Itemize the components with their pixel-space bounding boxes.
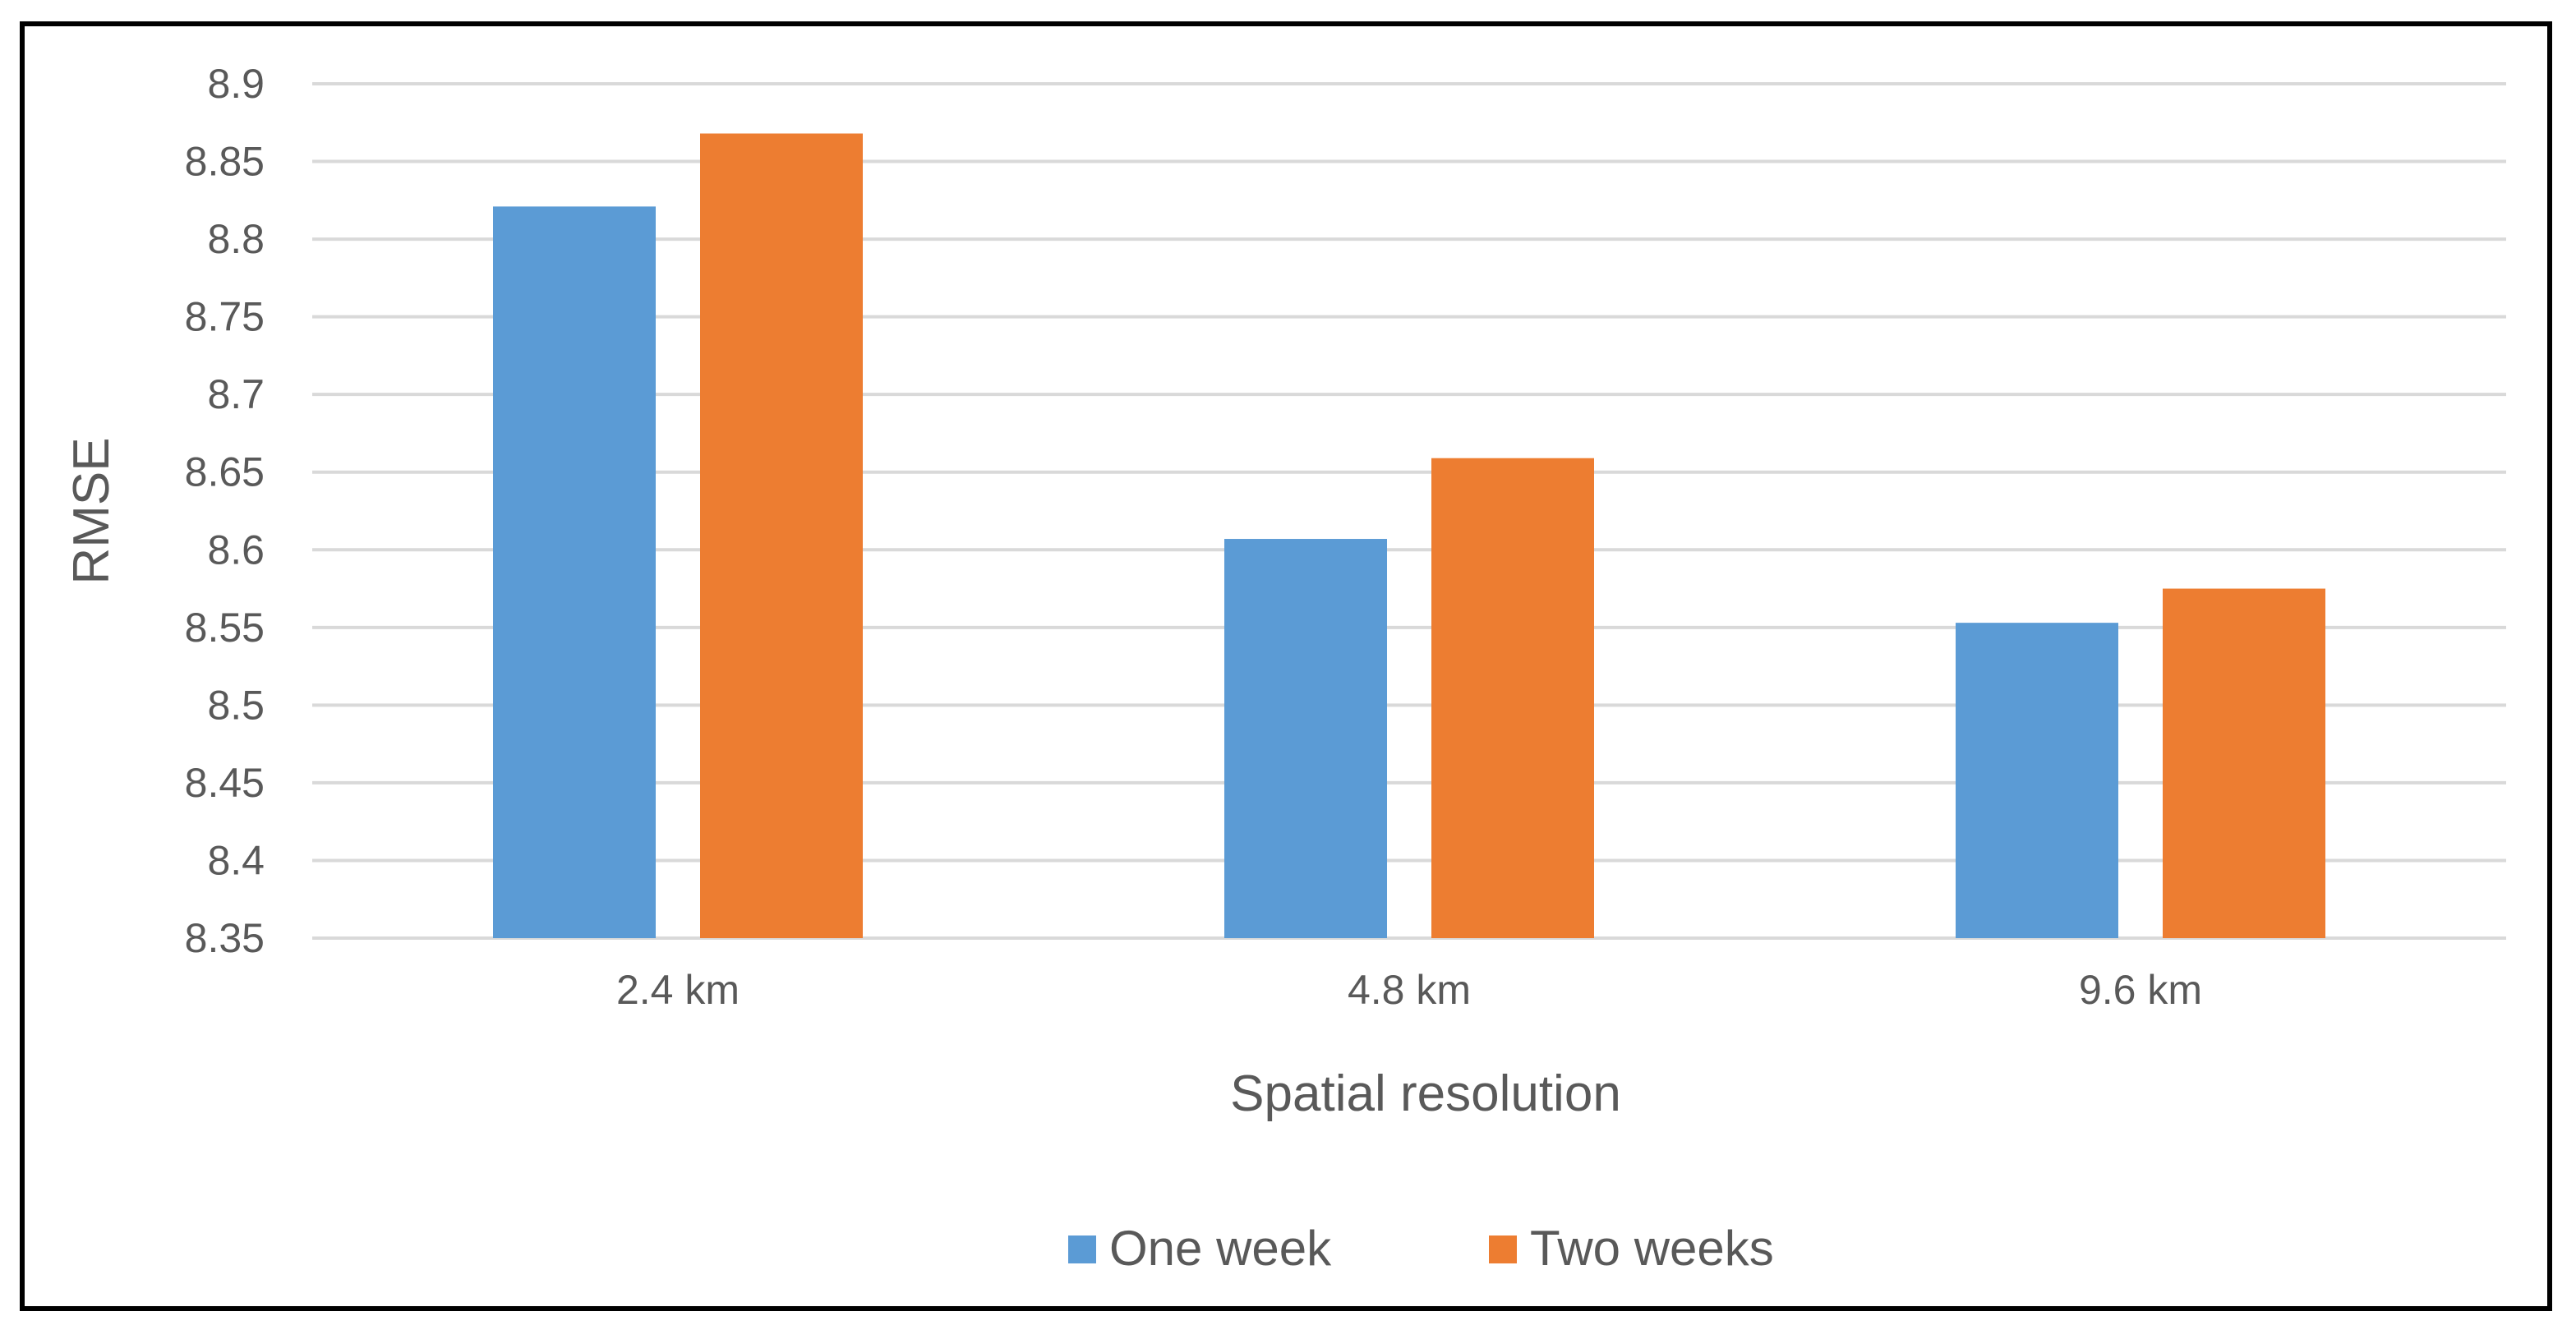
x-tick-label: 2.4 km [616, 967, 740, 1013]
legend-label: One week [1109, 1221, 1332, 1276]
legend-swatch [1068, 1235, 1096, 1263]
y-tick-label: 8.65 [185, 449, 265, 495]
y-tick-label: 8.85 [185, 139, 265, 185]
legend-label: Two weeks [1530, 1221, 1774, 1276]
chart-frame: 8.35 8.4 8.45 8.5 8.55 8.6 8.65 8.7 8.75 8.8 8.85 8… [20, 21, 2552, 1311]
x-tick-label: 4.8 km [1348, 967, 1471, 1013]
bar-two-weeks [2163, 589, 2325, 938]
y-tick-label: 8.8 [207, 216, 265, 262]
y-tick-label: 8.9 [207, 61, 265, 107]
y-tick-label: 8.55 [185, 605, 265, 651]
y-tick-label: 8.35 [185, 915, 265, 961]
x-axis-ticks: 2.4 km 4.8 km 9.6 km [616, 967, 2202, 1013]
bar-one-week [493, 206, 656, 938]
y-tick-label: 8.75 [185, 294, 265, 340]
bar-one-week [1956, 623, 2118, 938]
legend: One week Two weeks [1068, 1221, 1774, 1276]
y-tick-label: 8.4 [207, 837, 265, 883]
legend-swatch [1489, 1235, 1517, 1263]
bar-two-weeks [1431, 458, 1594, 938]
bars [493, 134, 2325, 938]
bar-chart: 8.35 8.4 8.45 8.5 8.55 8.6 8.65 8.7 8.75 8.8 8.85 8… [25, 26, 2547, 1306]
y-tick-label: 8.45 [185, 760, 265, 806]
bar-two-weeks [700, 134, 863, 938]
x-tick-label: 9.6 km [2079, 967, 2202, 1013]
y-axis-ticks: 8.35 8.4 8.45 8.5 8.55 8.6 8.65 8.7 8.75 8.8 8.85 8… [185, 61, 265, 961]
x-axis-title: Spatial resolution [1230, 1065, 1621, 1122]
bar-one-week [1224, 539, 1387, 938]
y-tick-label: 8.7 [207, 371, 265, 417]
y-tick-label: 8.6 [207, 527, 265, 573]
y-tick-label: 8.5 [207, 682, 265, 728]
y-axis-title: RMSE [63, 437, 120, 584]
